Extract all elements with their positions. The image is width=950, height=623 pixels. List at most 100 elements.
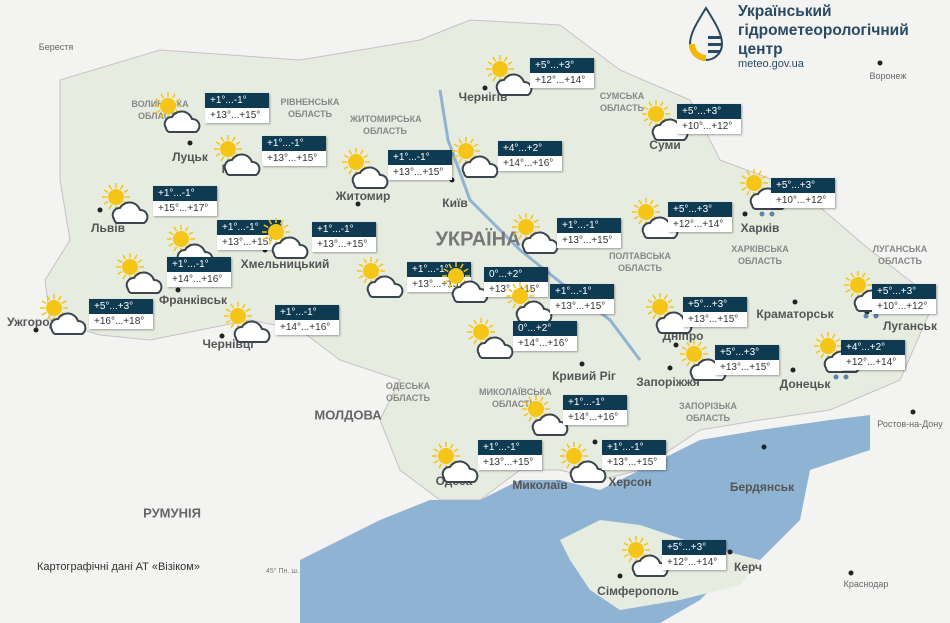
temperature-box: +4°...+2° +14°...+16° — [498, 141, 562, 171]
day-temp: +10°...+12° — [771, 193, 835, 208]
temperature-box: +5°...+3° +12°...+14° — [668, 202, 732, 232]
day-temp: +14°...+16° — [513, 336, 577, 351]
temperature-box: +1°...-1° +13°...+15° — [388, 150, 452, 180]
partly-cloudy-icon — [214, 135, 261, 176]
night-temp: +5°...+3° — [662, 540, 726, 555]
ukrhydrometcenter-logo[interactable]: Український гідрометеорологічний центр met… — [684, 2, 950, 72]
city-dot — [617, 573, 623, 579]
partly-cloudy-icon — [512, 213, 559, 254]
day-temp: +14°...+16° — [498, 156, 562, 171]
temperature-box: +1°...-1° +13°...+15° — [557, 218, 621, 248]
day-temp: +13°...+15° — [205, 108, 269, 123]
org-name-line1: Український — [738, 3, 832, 20]
day-temp: +10°...+12° — [677, 119, 741, 134]
night-temp: +5°...+3° — [530, 58, 594, 73]
day-temp: +13°...+15° — [312, 237, 376, 252]
city-dot — [673, 342, 679, 348]
night-temp: 0°...+2° — [513, 321, 577, 336]
org-name-line2: гідрометеорологічний — [738, 22, 909, 39]
day-temp: +14°...+16° — [275, 320, 339, 335]
map-label: Бердянськ — [729, 480, 795, 494]
night-temp: 0°...+2° — [484, 267, 548, 282]
map-label: Франківськ — [159, 293, 227, 307]
day-temp: +13°...+15° — [388, 165, 452, 180]
temperature-box: +5°...+3° +10°...+12° — [872, 284, 936, 314]
partly-cloudy-icon — [262, 218, 309, 259]
map-label: МИКОЛАЇВСЬКА ОБЛАСТЬ — [479, 387, 552, 409]
night-temp: +5°...+3° — [89, 299, 153, 314]
map-label: Львів — [91, 221, 125, 235]
city-dot — [742, 211, 748, 217]
map-label: Чернігів — [458, 90, 508, 104]
night-temp: +4°...+2° — [498, 141, 562, 156]
site-url[interactable]: meteo.gov.ua — [738, 58, 804, 70]
map-label: Миколаїв — [512, 478, 568, 492]
day-temp: +13°...+15° — [478, 455, 542, 470]
city-dot — [187, 140, 193, 146]
map-label: МОЛДОВА — [314, 407, 382, 423]
partly-cloudy-icon — [432, 442, 479, 483]
night-temp: +4°...+2° — [841, 340, 905, 355]
drop-logo-icon — [688, 6, 724, 61]
city-dot — [219, 333, 225, 339]
day-temp: +13°...+15° — [683, 312, 747, 327]
night-temp: +1°...-1° — [602, 440, 666, 455]
org-name-line3: центр — [738, 41, 783, 58]
map-credit: Картографічні дані АТ «Візіком» — [37, 561, 200, 573]
city-dot — [877, 60, 883, 66]
temperature-box: +1°...-1° +15°...+17° — [153, 186, 217, 216]
dnipro-river — [438, 89, 642, 361]
partly-cloudy-icon — [40, 294, 87, 335]
city-dot — [790, 367, 796, 373]
partly-cloudy-icon — [646, 293, 693, 334]
map-label: Луганськ — [882, 319, 938, 333]
night-temp: +5°...+3° — [683, 297, 747, 312]
city-dot — [482, 85, 488, 91]
day-temp: +12°...+14° — [662, 555, 726, 570]
map-label: Донецьк — [779, 377, 831, 391]
city-dot — [761, 444, 767, 450]
map-label: УКРАЇНА — [435, 228, 521, 251]
city-dot — [449, 177, 455, 183]
map-label: Суми — [649, 138, 681, 152]
temperature-box: 0°...+2° +13°...+15° — [484, 267, 548, 297]
city-dot — [667, 365, 673, 371]
night-temp: +5°...+3° — [668, 202, 732, 217]
map-label: Ужгород — [6, 315, 58, 329]
night-temp: +1°...-1° — [557, 218, 621, 233]
partly-cloudy-icon — [467, 318, 514, 359]
day-temp: +14°...+16° — [563, 410, 627, 425]
night-temp: +5°...+3° — [677, 104, 741, 119]
city-dot — [792, 299, 798, 305]
city-dot — [910, 409, 916, 415]
map-label: Воронеж — [869, 71, 907, 81]
temperature-box: +5°...+3° +16°...+18° — [89, 299, 153, 329]
map-label: ЖИТОМИРСЬКА ОБЛАСТЬ — [350, 114, 422, 136]
day-temp: +15°...+17° — [153, 201, 217, 216]
map-label: Краснодар — [843, 579, 889, 589]
partly-cloudy-icon — [224, 302, 271, 343]
map-label: ЗАПОРІЗЬКА ОБЛАСТЬ — [678, 401, 738, 423]
night-temp: +1°...-1° — [312, 222, 376, 237]
map-label: РУМУНІЯ — [143, 505, 201, 521]
temperature-box: +1°...-1° +14°...+16° — [563, 395, 627, 425]
partly-cloudy-icon — [452, 137, 499, 178]
partly-cloudy-icon — [486, 55, 533, 96]
temperature-box: +1°...-1° +14°...+16° — [275, 305, 339, 335]
map-label: СУМСЬКА ОБЛАСТЬ — [599, 91, 645, 113]
map-label: РІВНЕНСЬКА ОБЛАСТЬ — [280, 97, 340, 119]
city-dot — [262, 247, 268, 253]
temperature-box: +5°...+3° +12°...+14° — [662, 540, 726, 570]
temperature-box: +1°...-1° +13°...+15° — [550, 284, 614, 314]
map-label: ОДЕСЬКА ОБЛАСТЬ — [385, 381, 431, 403]
night-temp: +1°...-1° — [550, 284, 614, 299]
city-dot — [175, 287, 181, 293]
night-temp: +1°...-1° — [262, 136, 326, 151]
map-label: Харків — [740, 221, 780, 235]
map-label: Краматорськ — [756, 307, 834, 321]
temperature-box: +5°...+3° +10°...+12° — [677, 104, 741, 134]
city-dot — [97, 207, 103, 213]
partly-cloudy-icon — [342, 148, 389, 189]
map-label: Ростов-на-Дону — [877, 419, 943, 429]
partly-cloudy-icon — [522, 395, 569, 436]
